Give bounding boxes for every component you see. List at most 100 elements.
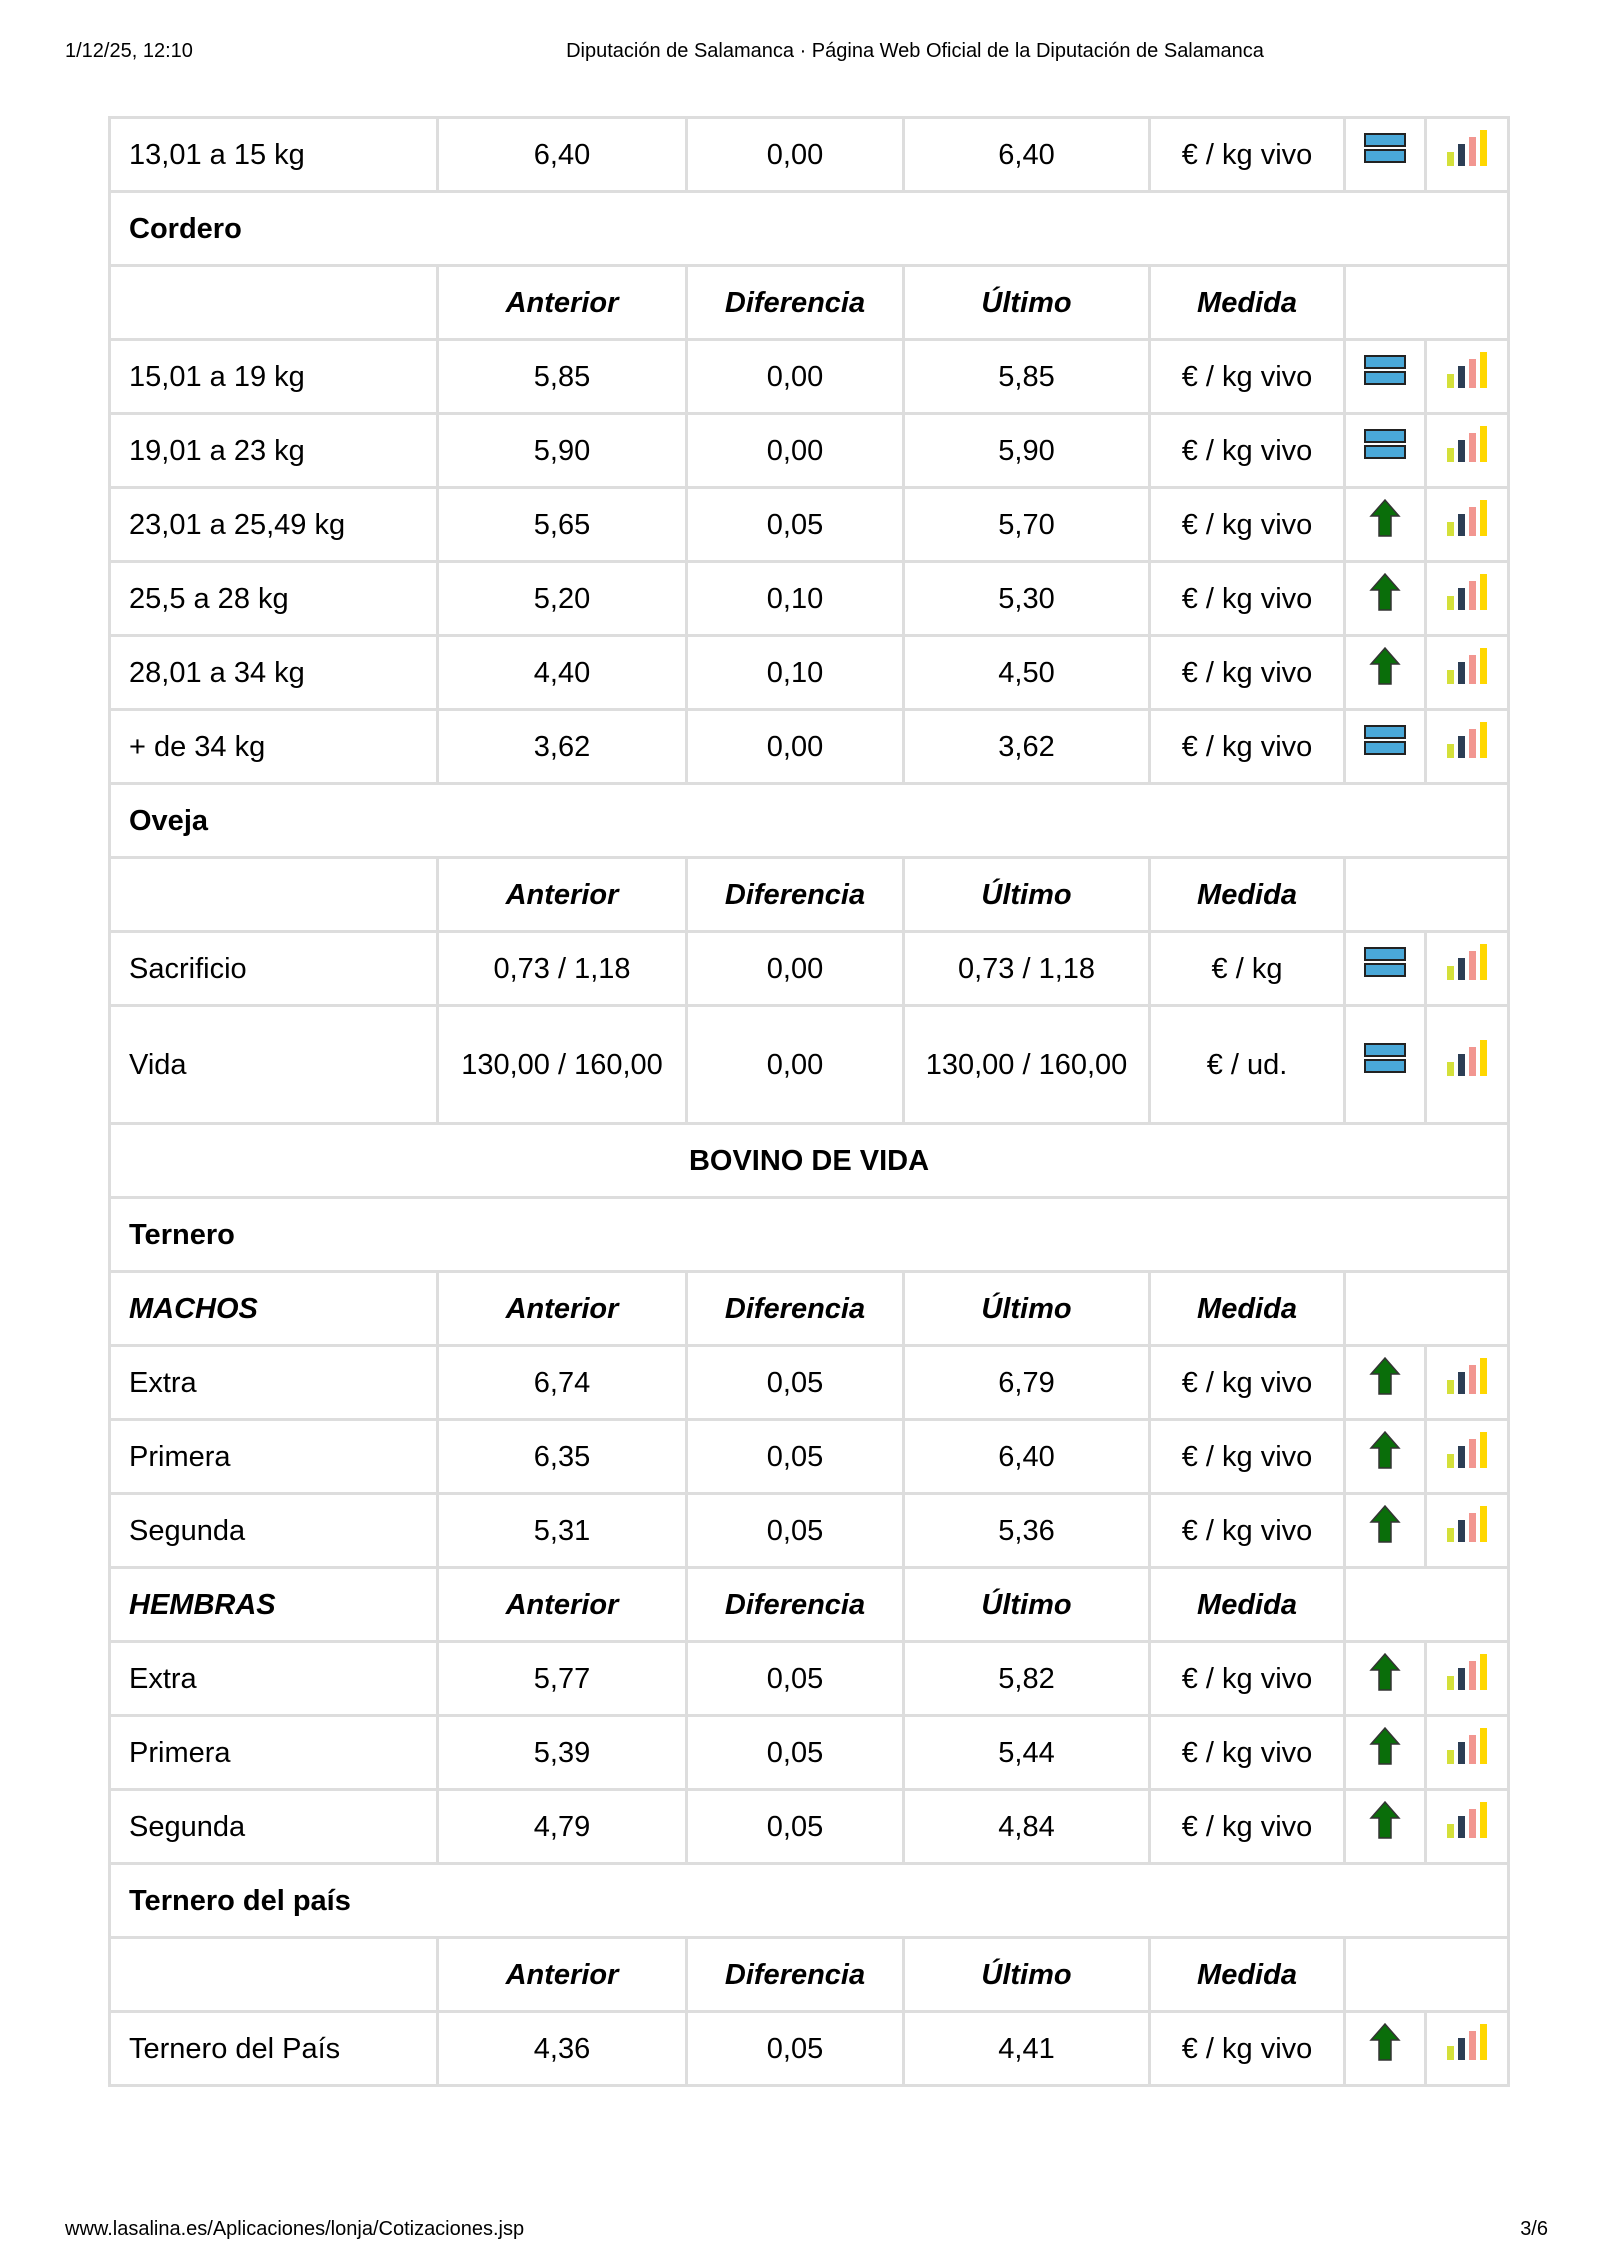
column-header: Medida (1148, 1270, 1346, 1347)
column-header: Medida (1148, 264, 1346, 341)
signal-bar (1480, 426, 1487, 462)
row-label: Vida (108, 1004, 439, 1125)
signal-bar (1447, 1824, 1454, 1838)
anterior-value: 6,35 (436, 1418, 688, 1495)
signal-bar (1447, 2046, 1454, 2060)
table-row: Sacrificio 0,73 / 1,18 0,00 0,73 / 1,18 … (108, 930, 1510, 1007)
chart-icon[interactable] (1424, 560, 1510, 637)
anterior-value: 5,39 (436, 1714, 688, 1791)
table-row: 15,01 a 19 kg 5,85 0,00 5,85 € / kg vivo (108, 338, 1510, 415)
ultimo-value: 5,90 (902, 412, 1151, 489)
chart-icon[interactable] (1424, 412, 1510, 489)
row-label: Extra (108, 1640, 439, 1717)
group-label: MACHOS (108, 1270, 439, 1347)
signal-bar (1480, 944, 1487, 980)
equal-icon (1343, 930, 1427, 1007)
section-title: Cordero (108, 190, 1510, 267)
signal-bar (1469, 2031, 1476, 2060)
signal-bar (1480, 648, 1487, 684)
row-label: 28,01 a 34 kg (108, 634, 439, 711)
section-row: Ternero (108, 1196, 1510, 1273)
arrow-up-icon (1343, 1640, 1427, 1717)
row-label: 19,01 a 23 kg (108, 412, 439, 489)
column-header: Último (902, 1936, 1151, 2013)
signal-bar (1447, 152, 1454, 166)
chart-icon[interactable] (1424, 1344, 1510, 1421)
ultimo-value: 4,84 (902, 1788, 1151, 1865)
signal-bar (1447, 744, 1454, 758)
signal-bar (1458, 1054, 1465, 1076)
table-row: Extra 5,77 0,05 5,82 € / kg vivo (108, 1640, 1510, 1717)
ultimo-value: 6,79 (902, 1344, 1151, 1421)
anterior-value: 5,85 (436, 338, 688, 415)
chart-icon[interactable] (1424, 1492, 1510, 1569)
chart-icon[interactable] (1424, 1004, 1510, 1125)
chart-icon[interactable] (1424, 486, 1510, 563)
column-header: Diferencia (685, 1566, 905, 1643)
print-datetime: 1/12/25, 12:10 (65, 40, 193, 62)
signal-bar (1469, 1439, 1476, 1468)
signal-bar (1469, 1047, 1476, 1076)
arrow-up-icon (1343, 1714, 1427, 1791)
anterior-value: 6,40 (436, 116, 688, 193)
arrow-up-icon (1343, 486, 1427, 563)
anterior-value: 4,36 (436, 2010, 688, 2087)
diferencia-value: 0,00 (685, 1004, 905, 1125)
chart-icon[interactable] (1424, 116, 1510, 193)
empty-header (1343, 264, 1510, 341)
anterior-value: 5,20 (436, 560, 688, 637)
column-header: Diferencia (685, 1270, 905, 1347)
signal-bar (1480, 1728, 1487, 1764)
signal-bar (1480, 2024, 1487, 2060)
signal-bar (1480, 1654, 1487, 1690)
chart-icon[interactable] (1424, 634, 1510, 711)
row-label: + de 34 kg (108, 708, 439, 785)
medida-value: € / kg vivo (1148, 1788, 1346, 1865)
chart-icon[interactable] (1424, 930, 1510, 1007)
signal-bar (1458, 662, 1465, 684)
chart-icon[interactable] (1424, 708, 1510, 785)
row-label: Ternero del País (108, 2010, 439, 2087)
chart-icon[interactable] (1424, 1640, 1510, 1717)
signal-bar (1480, 1802, 1487, 1838)
row-label: 13,01 a 15 kg (108, 116, 439, 193)
diferencia-value: 0,05 (685, 1788, 905, 1865)
chart-icon[interactable] (1424, 2010, 1510, 2087)
signal-bar (1480, 722, 1487, 758)
column-header: Anterior (436, 1566, 688, 1643)
table-viewport: 13,01 a 15 kg 6,40 0,00 6,40 € / kg vivo… (108, 116, 1510, 2087)
section-row: Oveja (108, 782, 1510, 859)
arrow-up-icon (1343, 1344, 1427, 1421)
anterior-value: 6,74 (436, 1344, 688, 1421)
signal-bar (1469, 433, 1476, 462)
diferencia-value: 0,00 (685, 116, 905, 193)
ultimo-value: 5,36 (902, 1492, 1151, 1569)
signal-bar (1447, 374, 1454, 388)
chart-icon[interactable] (1424, 1788, 1510, 1865)
signal-bar (1458, 1668, 1465, 1690)
signal-bar (1480, 574, 1487, 610)
signal-bar (1480, 1358, 1487, 1394)
signal-bar (1447, 522, 1454, 536)
signal-bar (1469, 951, 1476, 980)
equal-icon (1343, 708, 1427, 785)
diferencia-value: 0,10 (685, 560, 905, 637)
medida-value: € / kg vivo (1148, 1640, 1346, 1717)
chart-icon[interactable] (1424, 1418, 1510, 1495)
diferencia-value: 0,00 (685, 338, 905, 415)
chart-icon[interactable] (1424, 1714, 1510, 1791)
ultimo-value: 5,70 (902, 486, 1151, 563)
ultimo-value: 0,73 / 1,18 (902, 930, 1151, 1007)
medida-value: € / kg vivo (1148, 1492, 1346, 1569)
column-header: Anterior (436, 1936, 688, 2013)
medida-value: € / kg vivo (1148, 560, 1346, 637)
medida-value: € / kg vivo (1148, 1418, 1346, 1495)
signal-bar (1458, 144, 1465, 166)
signal-bar (1480, 500, 1487, 536)
chart-icon[interactable] (1424, 338, 1510, 415)
empty-header (1343, 1270, 1510, 1347)
empty-header (1343, 1566, 1510, 1643)
table-row: Primera 5,39 0,05 5,44 € / kg vivo (108, 1714, 1510, 1791)
row-label: Primera (108, 1714, 439, 1791)
column-header: Último (902, 1270, 1151, 1347)
